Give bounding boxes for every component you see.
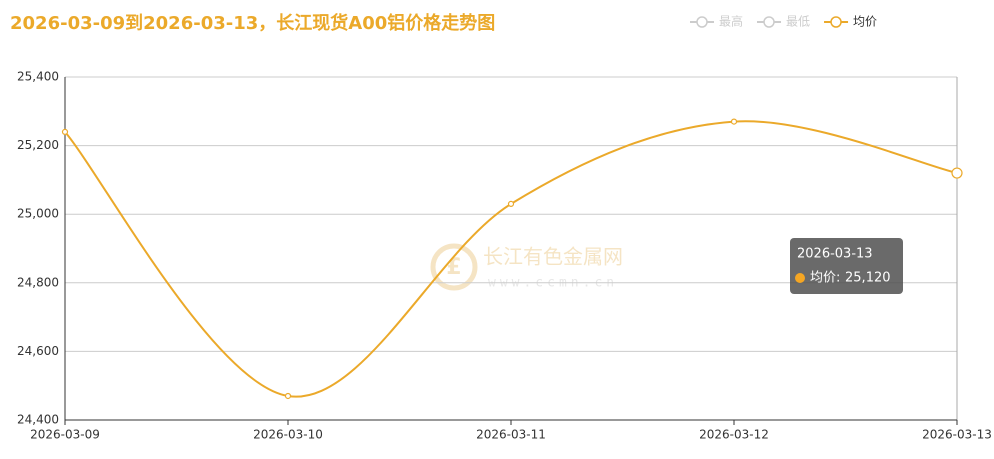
y-tick-label: 24,800 [17, 275, 59, 289]
y-tick-label: 25,000 [17, 207, 59, 221]
y-tick-label: 25,200 [17, 138, 59, 152]
x-tick-label: 2026-03-12 [699, 428, 769, 442]
point [951, 167, 963, 179]
watermark-logo [430, 243, 478, 291]
legend-label: 最低 [786, 15, 810, 29]
legend-marker [830, 16, 842, 28]
x-tick-label: 2026-03-13 [922, 428, 992, 442]
point [730, 118, 738, 125]
legend-marker [696, 16, 708, 28]
chart-title: 2026-03-09到2026-03-13，长江现货A00铝价格走势图 [10, 12, 495, 34]
legend-marker [763, 16, 775, 28]
point [61, 128, 69, 135]
tooltip-value: 25,120 [845, 271, 891, 286]
point [284, 392, 292, 400]
legend-label: 均价 [853, 15, 877, 29]
tooltip-title: 2026-03-13 [797, 247, 873, 262]
x-tick-label: 2026-03-09 [30, 428, 100, 442]
tooltip-separator: : [836, 271, 840, 286]
tooltip-box [790, 238, 903, 294]
x-tick-label: 2026-03-10 [253, 428, 323, 442]
watermark-name: 长江有色金属网 [483, 245, 623, 269]
line [64, 120, 958, 398]
x-tick-label: 2026-03-11 [476, 428, 546, 442]
y-tick-label: 25,400 [17, 70, 59, 84]
watermark-logo-letter: £ [446, 255, 461, 280]
tooltip-marker [795, 273, 805, 283]
tooltip-series: 均价 [810, 271, 836, 286]
tooltip: 2026-03-13 均价:25,120 [790, 238, 903, 294]
legend-label: 最高 [719, 14, 743, 29]
point [507, 200, 515, 208]
y-tick-label: 24,600 [17, 344, 59, 358]
watermark: £ 长江有色金属网 www.ccmn.cn [430, 243, 623, 291]
y-tick-label: 24,400 [17, 413, 59, 427]
